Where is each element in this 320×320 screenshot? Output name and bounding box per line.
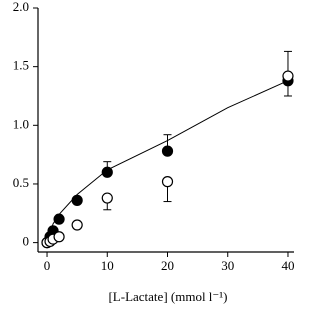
x-axis-label: [L-Lactate] (mmol l⁻¹) [108,289,227,304]
point [71,194,83,206]
point [282,70,294,82]
x-tick-label: 20 [161,258,174,273]
point [53,231,65,243]
point [101,192,113,204]
x-tick-label: 40 [281,258,294,273]
y-tick-label: 0 [23,234,30,249]
y-tick-label: 1.5 [13,58,29,73]
y-tick-label: 1.0 [13,116,29,131]
x-tick-label: 30 [221,258,234,273]
y-tick-label: 0.5 [13,175,29,190]
point [71,219,83,231]
x-tick-label: 0 [44,258,51,273]
point [53,213,65,225]
x-tick-label: 10 [101,258,114,273]
point [101,166,113,178]
fit-curve [46,80,289,243]
y-tick-label: 2.0 [13,0,29,14]
point [161,145,174,157]
point [161,176,174,188]
